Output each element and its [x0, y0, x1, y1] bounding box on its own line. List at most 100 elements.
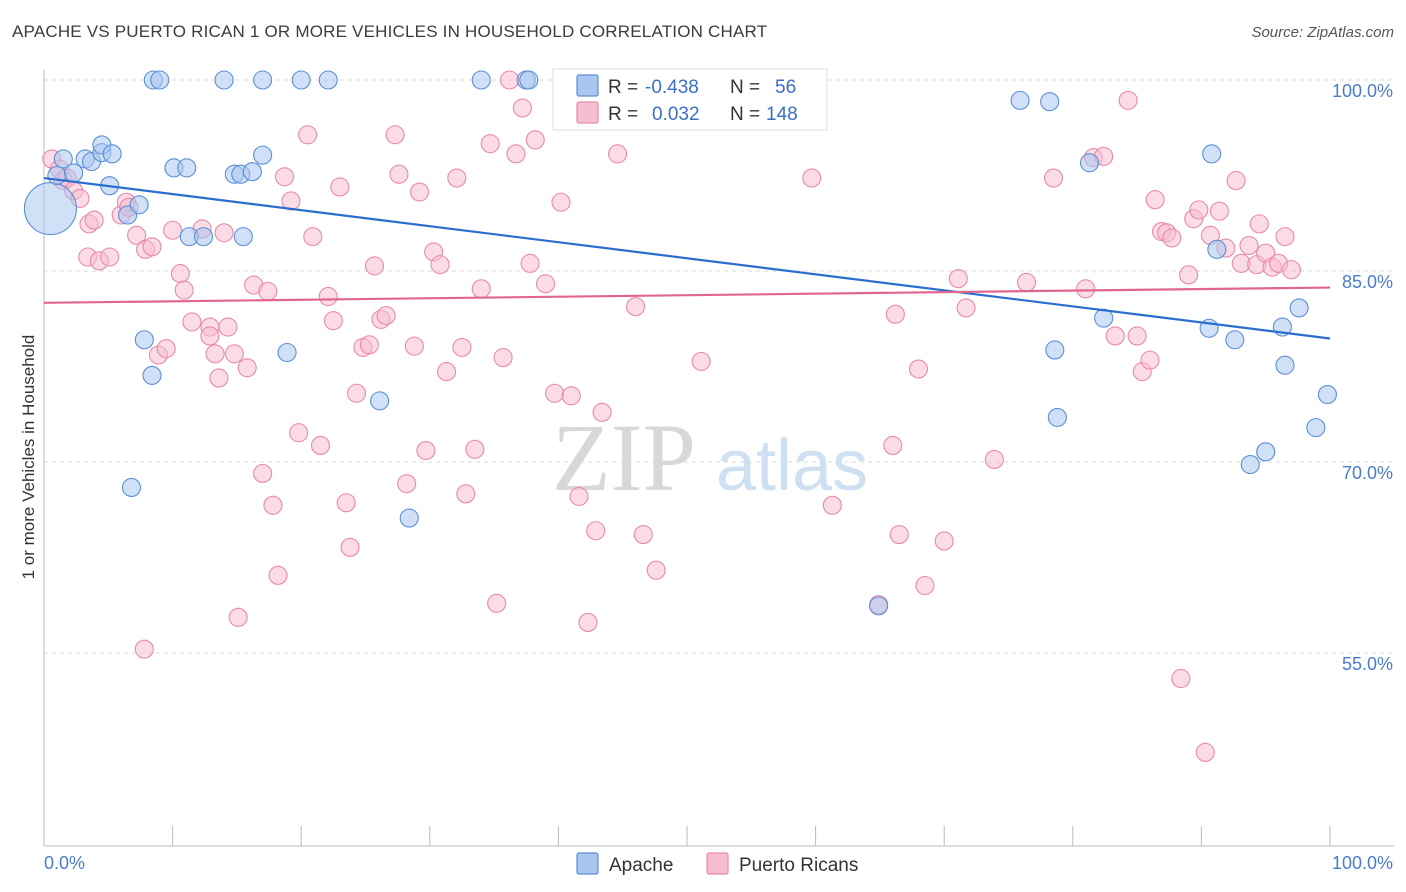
puerto-ricans-point — [520, 253, 540, 273]
apache-point — [214, 70, 234, 90]
x-tick-label-min: 0.0% — [44, 853, 85, 873]
puerto-ricans-point — [205, 344, 225, 364]
legend-n-label-puerto-ricans: N = — [730, 104, 760, 125]
puerto-ricans-point — [224, 344, 244, 364]
puerto-ricans-point — [586, 521, 606, 541]
apache-point — [253, 70, 273, 90]
puerto-ricans-point — [404, 336, 424, 356]
chart-source: Source: ZipAtlas.com — [1251, 24, 1394, 41]
apache-point — [370, 391, 390, 411]
y-tick-label: 100.0% — [1332, 81, 1393, 101]
watermark-atlas: atlas — [716, 426, 868, 506]
puerto-ricans-point — [281, 191, 301, 211]
puerto-ricans-point — [544, 383, 565, 403]
puerto-ricans-point — [359, 335, 379, 355]
apache-point — [1256, 442, 1276, 462]
puerto-ricans-point — [948, 269, 968, 289]
puerto-ricans-point — [209, 368, 229, 388]
puerto-ricans-point — [471, 279, 491, 299]
puerto-ricans-point — [889, 525, 909, 545]
apache-point — [1225, 330, 1245, 350]
puerto-ricans-point — [465, 439, 485, 459]
chart-title: APACHE VS PUERTO RICAN 1 OR MORE VEHICLE… — [12, 22, 768, 41]
puerto-ricans-point — [1249, 214, 1269, 234]
apache-point — [1094, 308, 1114, 328]
puerto-ricans-point — [397, 474, 417, 494]
puerto-ricans-point — [258, 281, 278, 301]
puerto-ricans-point — [346, 383, 367, 403]
puerto-ricans-point — [1226, 171, 1246, 191]
puerto-ricans-point — [336, 493, 356, 513]
apache-point — [471, 70, 491, 90]
puerto-ricans-point — [330, 177, 350, 197]
puerto-ricans-point — [174, 280, 194, 300]
y-axis-title: 1 or more Vehicles in Household — [19, 335, 38, 580]
puerto-ricans-point — [934, 531, 954, 551]
puerto-ricans-point — [691, 351, 711, 371]
puerto-ricans-point — [592, 402, 612, 422]
puerto-ricans-point — [84, 210, 104, 230]
apache-point — [47, 165, 67, 186]
puerto-ricans-trend-line — [43, 286, 1331, 304]
puerto-ricans-point — [409, 182, 430, 202]
watermark: ZIP atlas — [552, 404, 868, 511]
x-tick-label-max: 100.0% — [1332, 853, 1393, 873]
legend-frame — [552, 68, 828, 131]
y-tick-label: 70.0% — [1342, 463, 1393, 483]
legend-swatch-apache — [576, 74, 599, 97]
puerto-ricans-point — [822, 495, 842, 515]
legend-r-value-apache: -0.438 — [645, 77, 699, 98]
puerto-ricans-point — [646, 560, 666, 580]
puerto-ricans-point — [1178, 265, 1199, 285]
y-tick-label: 85.0% — [1342, 272, 1393, 292]
apache-point — [318, 70, 338, 90]
puerto-ricans-point — [385, 125, 405, 145]
apache-point — [23, 182, 77, 236]
puerto-ricans-point — [569, 486, 589, 506]
apache-point — [150, 70, 170, 90]
legend-swatch-puerto-ricans — [576, 101, 599, 124]
apache-point — [134, 330, 154, 350]
bottom-legend: Apache Puerto Ricans — [576, 852, 858, 876]
puerto-ricans-point — [163, 220, 183, 240]
puerto-ricans-point — [626, 297, 646, 317]
puerto-ricans-point — [364, 256, 385, 276]
puerto-ricans-point — [1105, 326, 1125, 346]
puerto-ricans-point — [253, 463, 273, 484]
apache-point — [291, 70, 311, 90]
legend-r-label-puerto-ricans: R = — [608, 104, 638, 125]
puerto-ricans-point — [298, 125, 318, 145]
bottom-legend-swatch-apache — [576, 852, 599, 875]
apache-point — [519, 70, 539, 90]
puerto-ricans-point — [456, 484, 476, 504]
puerto-ricans-point — [228, 607, 248, 627]
puerto-ricans-point — [1171, 668, 1191, 689]
apache-point — [121, 477, 141, 498]
puerto-ricans-point — [436, 362, 457, 382]
bottom-legend-label-puerto-ricans: Puerto Ricans — [739, 855, 858, 876]
legend-n-label-apache: N = — [730, 77, 760, 98]
puerto-ricans-point — [142, 237, 162, 257]
tick-labels: 55.0% 70.0% 85.0% 100.0% 0.0% 100.0% — [44, 81, 1393, 873]
apache-point — [1047, 407, 1067, 427]
apache-point — [1306, 418, 1326, 438]
apache-point — [1275, 355, 1295, 375]
apache-point — [193, 227, 214, 247]
legend-r-value-puerto-ricans: 0.032 — [652, 104, 700, 125]
apache-point — [253, 145, 273, 165]
puerto-ricans-point — [182, 312, 202, 332]
apache-point — [1289, 298, 1309, 318]
puerto-ricans-point — [535, 274, 556, 294]
puerto-ricans-point — [885, 304, 905, 324]
apache-point — [399, 508, 419, 528]
puerto-ricans-point — [956, 298, 976, 318]
puerto-ricans-point — [156, 339, 176, 359]
puerto-ricans-point — [1127, 326, 1147, 346]
y-tick-label: 55.0% — [1342, 654, 1393, 674]
puerto-ricans-point — [170, 263, 190, 284]
puerto-ricans-point — [303, 227, 323, 247]
puerto-ricans-point — [274, 167, 295, 187]
puerto-ricans-point — [218, 317, 238, 337]
puerto-ricans-point — [263, 495, 283, 515]
